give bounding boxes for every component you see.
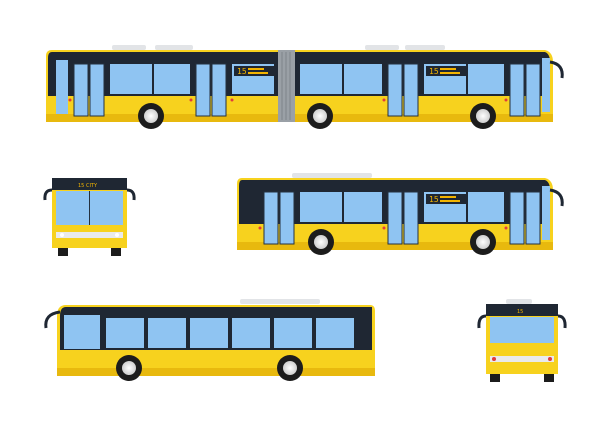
standard-side-sign: 15 [429, 195, 439, 204]
front-view-sign: 15 CITY [78, 183, 98, 189]
wheel [138, 103, 164, 129]
front-view-bus: 15 CITY [43, 178, 136, 256]
standard-bus-side: 15 [237, 173, 564, 255]
standard-bus-other-side [44, 299, 375, 381]
wheel [307, 103, 333, 129]
wheel [308, 229, 334, 255]
wheel [277, 355, 303, 381]
wheel [470, 103, 496, 129]
rear-view-sign: 15 [517, 309, 523, 315]
articulated-rear-sign: 15 [429, 67, 439, 76]
wheel [116, 355, 142, 381]
wheel [470, 229, 496, 255]
articulated-front-sign: 15 [237, 67, 247, 76]
rear-view-bus: 15 [477, 299, 567, 382]
articulated-bus: 15 15 [46, 45, 564, 129]
